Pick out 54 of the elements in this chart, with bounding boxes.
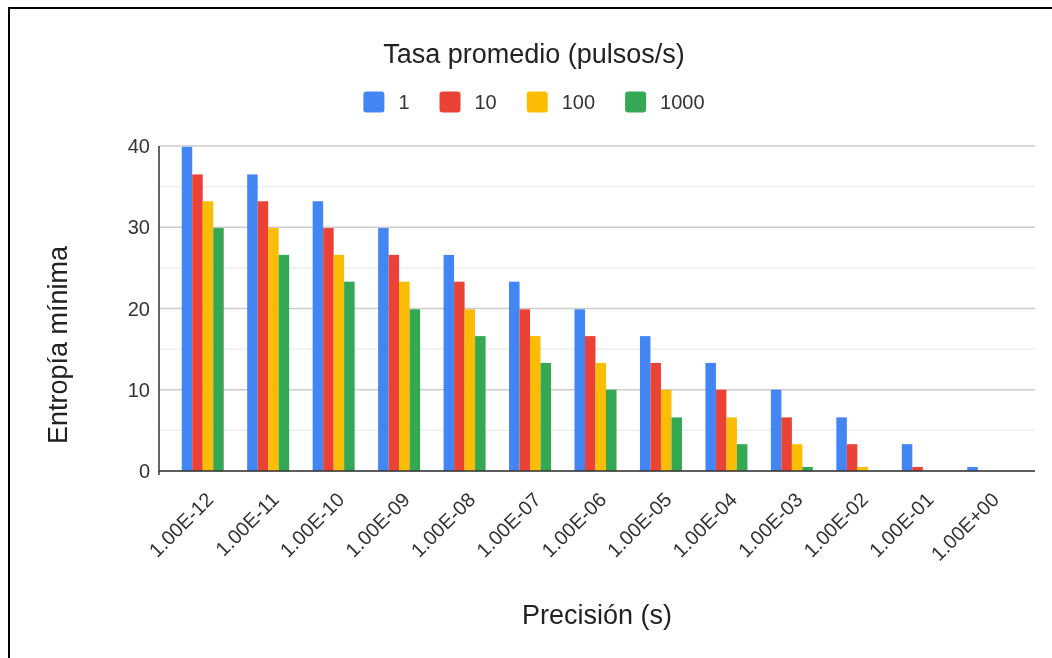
bar [378, 228, 389, 471]
bar [323, 228, 334, 471]
bar [268, 228, 279, 471]
bar [595, 362, 606, 471]
bar [791, 444, 803, 471]
bar [344, 281, 355, 471]
bar [519, 309, 531, 471]
y-axis-title: Entropía mínima [43, 244, 73, 445]
bar [509, 281, 520, 471]
y-tick-label: 0 [138, 460, 150, 482]
bar [257, 201, 269, 471]
bar [585, 336, 596, 471]
legend-title: Tasa promedio (pulsos/s) [383, 39, 685, 69]
bar [278, 254, 290, 471]
bar [671, 417, 682, 471]
bar [705, 362, 716, 471]
bar [846, 444, 858, 471]
bar [606, 389, 617, 471]
bar [901, 444, 913, 471]
y-tick-label: 30 [127, 216, 150, 239]
bar [639, 336, 651, 471]
x-axis-title: Precisión (s) [521, 600, 673, 630]
y-tick-label: 40 [127, 135, 150, 157]
bar [770, 389, 782, 471]
bar [574, 309, 585, 471]
y-tick-label: 20 [127, 297, 150, 320]
bar [399, 281, 410, 471]
bar [726, 417, 737, 471]
bar [454, 281, 465, 471]
bar [736, 444, 748, 471]
bar [443, 254, 455, 471]
bar [475, 336, 486, 471]
bar [660, 389, 672, 471]
bar [213, 228, 224, 471]
bar [312, 201, 324, 471]
bar [202, 201, 214, 471]
bar [388, 254, 400, 471]
bar [540, 362, 552, 471]
bar [247, 174, 258, 471]
legend-label: 10 [474, 91, 497, 113]
legend-label: 1 [398, 91, 410, 113]
bar [181, 146, 193, 471]
bar [650, 362, 661, 471]
bar [333, 254, 345, 471]
legend-label: 1000 [660, 91, 705, 113]
bar [781, 417, 792, 471]
bar [715, 389, 727, 471]
bar [530, 336, 541, 471]
legend-label: 100 [561, 91, 596, 113]
bar [192, 174, 203, 471]
bar [464, 309, 476, 471]
y-tick-label: 10 [127, 378, 150, 401]
bar [836, 417, 847, 471]
bar [409, 309, 421, 471]
